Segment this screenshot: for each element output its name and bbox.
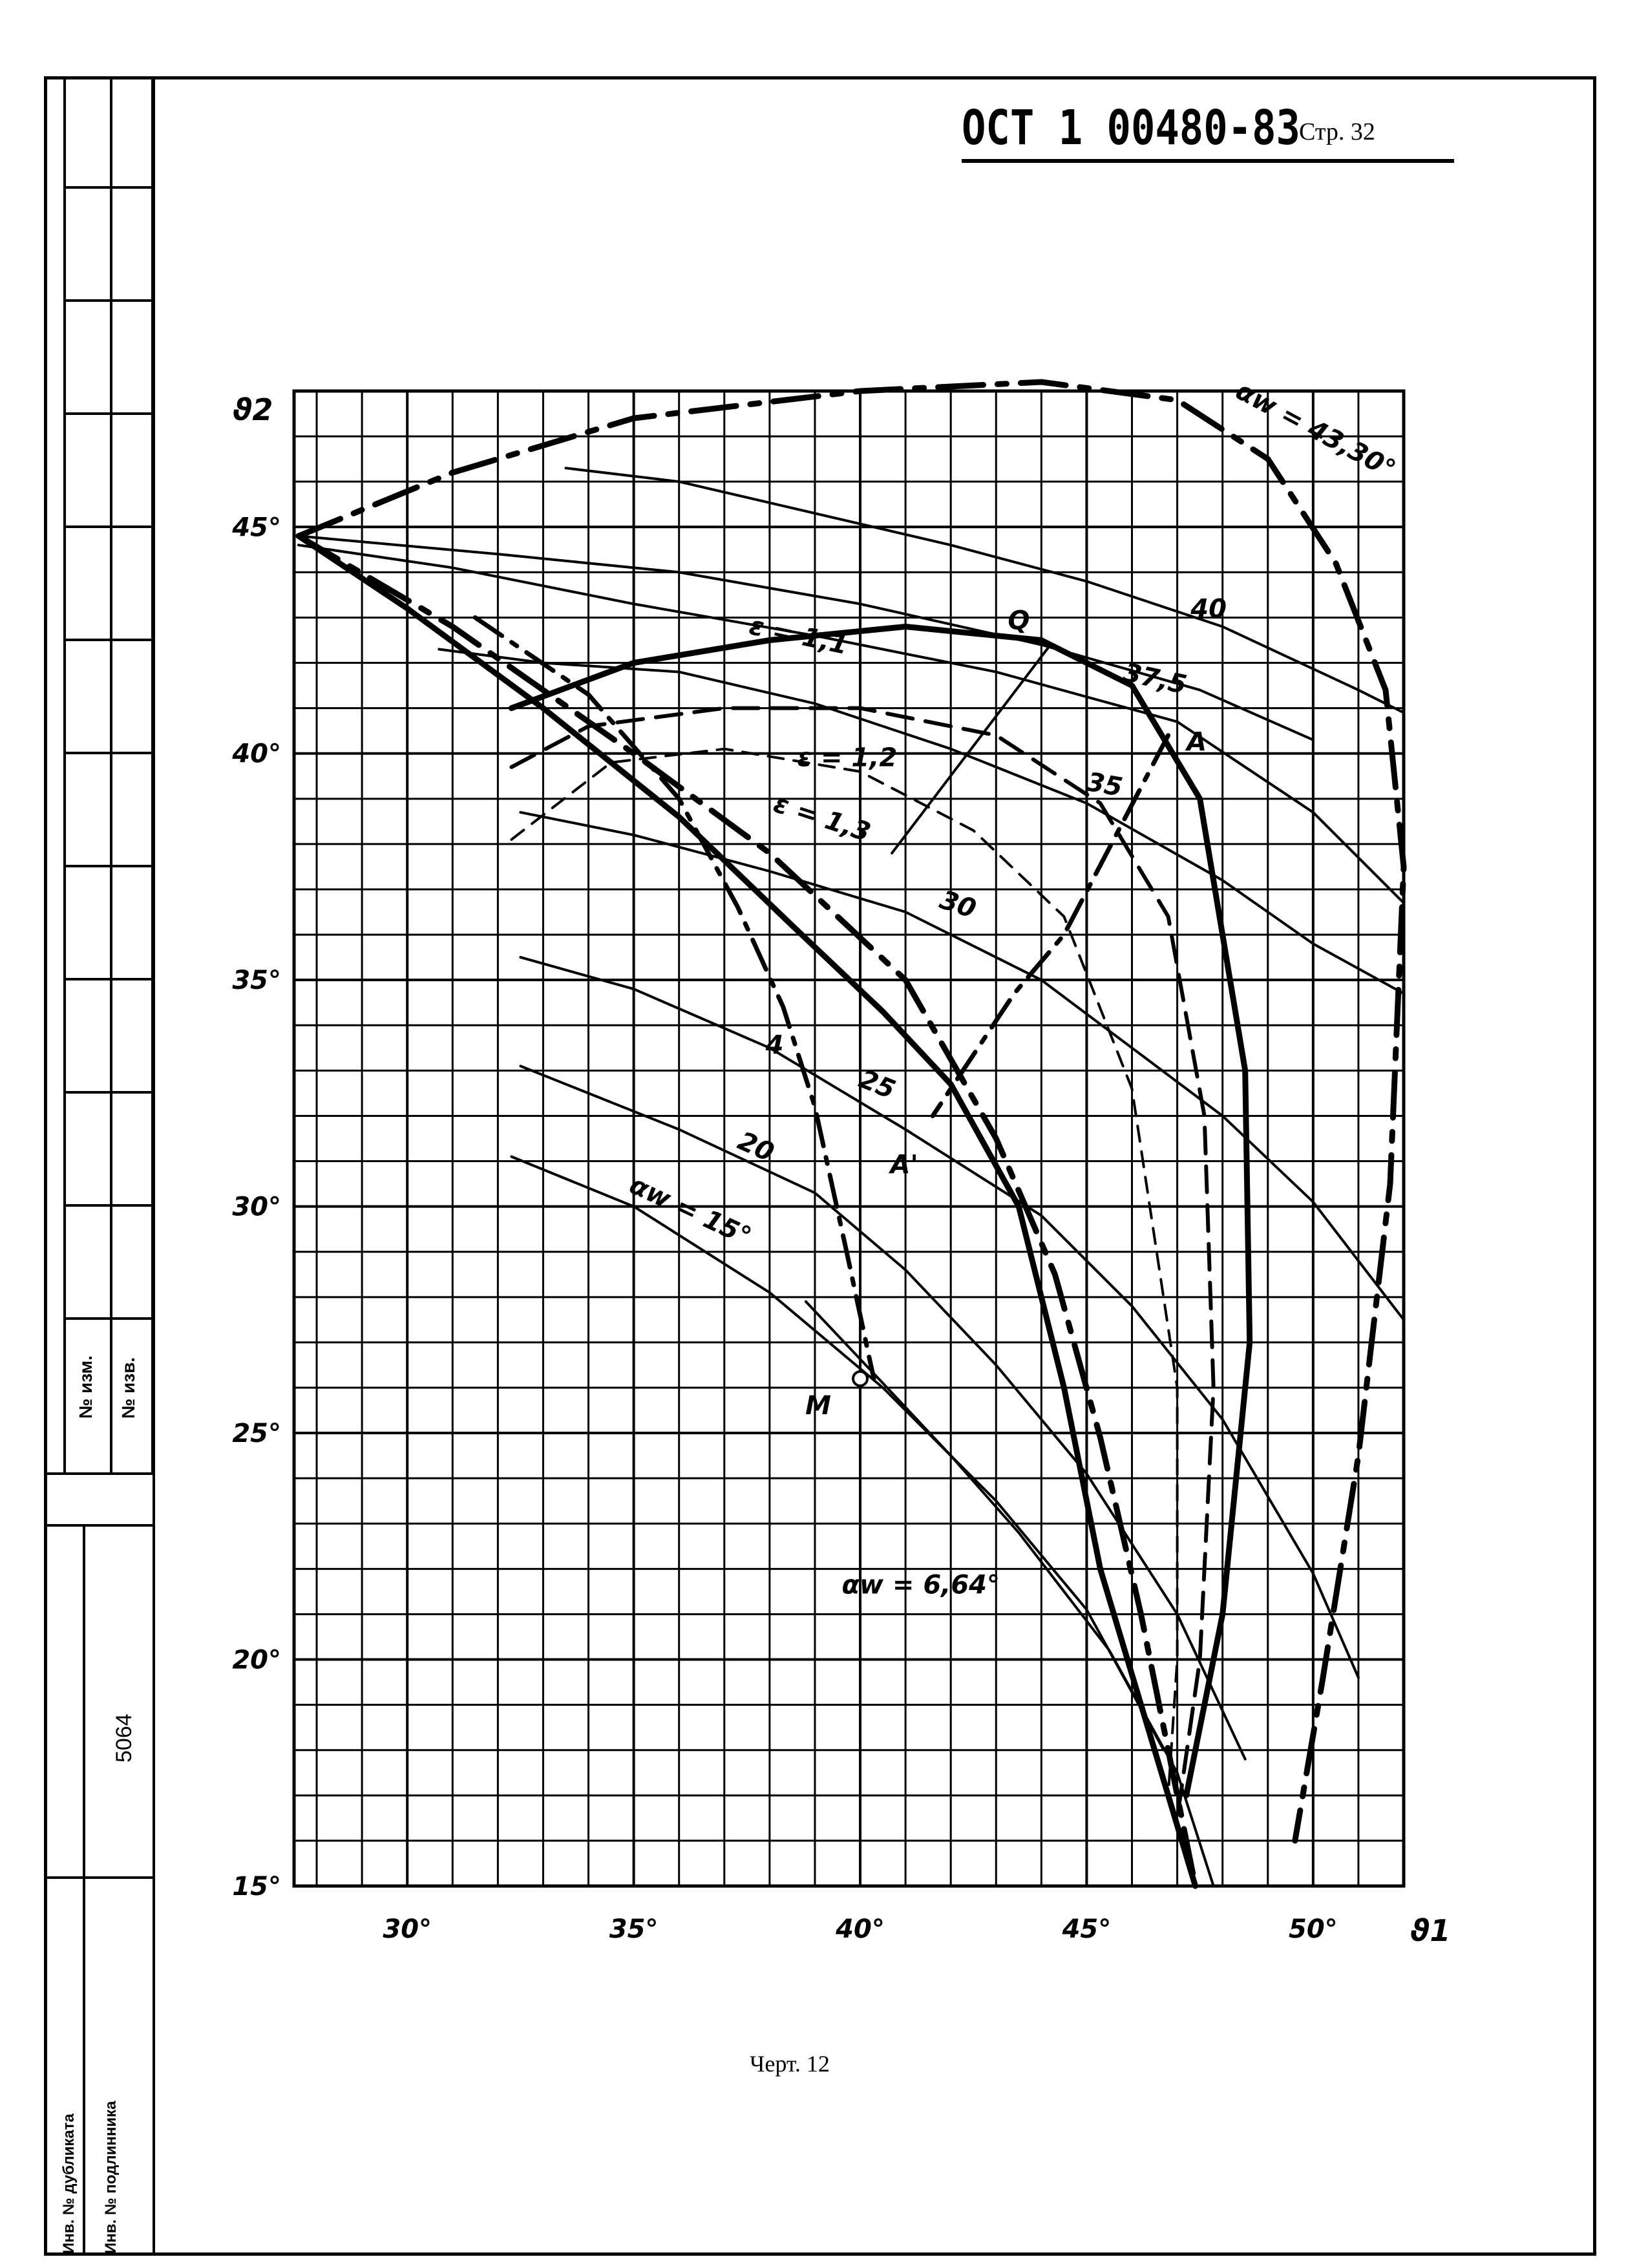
series-line	[297, 544, 1405, 904]
y-tick-label: 40°	[231, 739, 281, 769]
y-tick-label: 15°	[232, 1872, 281, 1902]
y-tick-label: 45°	[231, 513, 281, 542]
side-stamp-grid	[44, 76, 154, 2256]
series-line	[295, 379, 1407, 1844]
chart-points: Q A A' M	[805, 606, 1207, 1420]
page-frame	[44, 76, 1596, 2256]
y-tick-label: 20°	[232, 1646, 281, 1675]
point-label: A'	[889, 1150, 918, 1180]
series-line	[509, 706, 1216, 1820]
x-tick-label: 40°	[835, 1914, 885, 1944]
x-tick-label: 35°	[609, 1914, 659, 1944]
title-underline	[962, 159, 1454, 163]
plot-frame	[292, 389, 1406, 1888]
figure-caption: Черт. 12	[750, 2051, 830, 2077]
x-axis-label: ϑ1	[1410, 1913, 1450, 1948]
point-label: A	[1185, 728, 1207, 758]
series-line	[508, 624, 1253, 1799]
series-label: 4	[765, 1031, 784, 1061]
series-line	[295, 533, 1199, 1889]
x-tick-label: 45°	[1062, 1914, 1112, 1944]
series-label: ε = 1,3	[770, 789, 874, 847]
series-label: 37,5	[1121, 658, 1189, 701]
page-number-label: Стр. 32	[1299, 118, 1375, 145]
y-tick-label: 25°	[232, 1419, 281, 1448]
point-label: M	[805, 1391, 831, 1421]
series-line	[519, 1065, 1247, 1761]
series-label: 30	[936, 885, 980, 924]
series-line	[564, 467, 1405, 714]
series-line	[519, 811, 1405, 1321]
series-label: αw = 15°	[625, 1170, 755, 1252]
chart-ticks: 30° 35° 40° 45° 50° 15° 20° 25° 30° 35° 40° 45° ϑ1 ϑ2	[231, 392, 1450, 1948]
series-line	[438, 648, 1405, 995]
y-tick-label: 35°	[232, 966, 281, 995]
series-line	[891, 643, 1052, 854]
series-line	[297, 535, 1315, 741]
x-tick-label: 50°	[1289, 1914, 1338, 1944]
series-line	[510, 1155, 1165, 1752]
series-line	[519, 956, 1360, 1679]
series-line	[930, 733, 1171, 1118]
series-label: αw = 6,64°	[842, 1571, 1000, 1600]
chart-series	[295, 379, 1407, 1889]
series-label: ε = 1,2	[798, 743, 898, 773]
series-label: 35	[1084, 767, 1125, 803]
chart-grid	[292, 389, 1406, 1888]
series-line	[510, 747, 1179, 1797]
x-tick-label: 30°	[383, 1914, 432, 1944]
series-line	[295, 533, 1199, 1889]
point-label: Q	[1008, 606, 1030, 635]
series-line	[472, 615, 876, 1381]
point-marker	[852, 1370, 869, 1387]
y-axis-label: ϑ2	[233, 392, 273, 427]
y-tick-label: 30°	[232, 1192, 281, 1222]
series-label: 40	[1190, 594, 1227, 624]
series-line	[804, 1300, 1215, 1887]
standard-number: ОСТ 1 00480-83	[962, 100, 1300, 156]
